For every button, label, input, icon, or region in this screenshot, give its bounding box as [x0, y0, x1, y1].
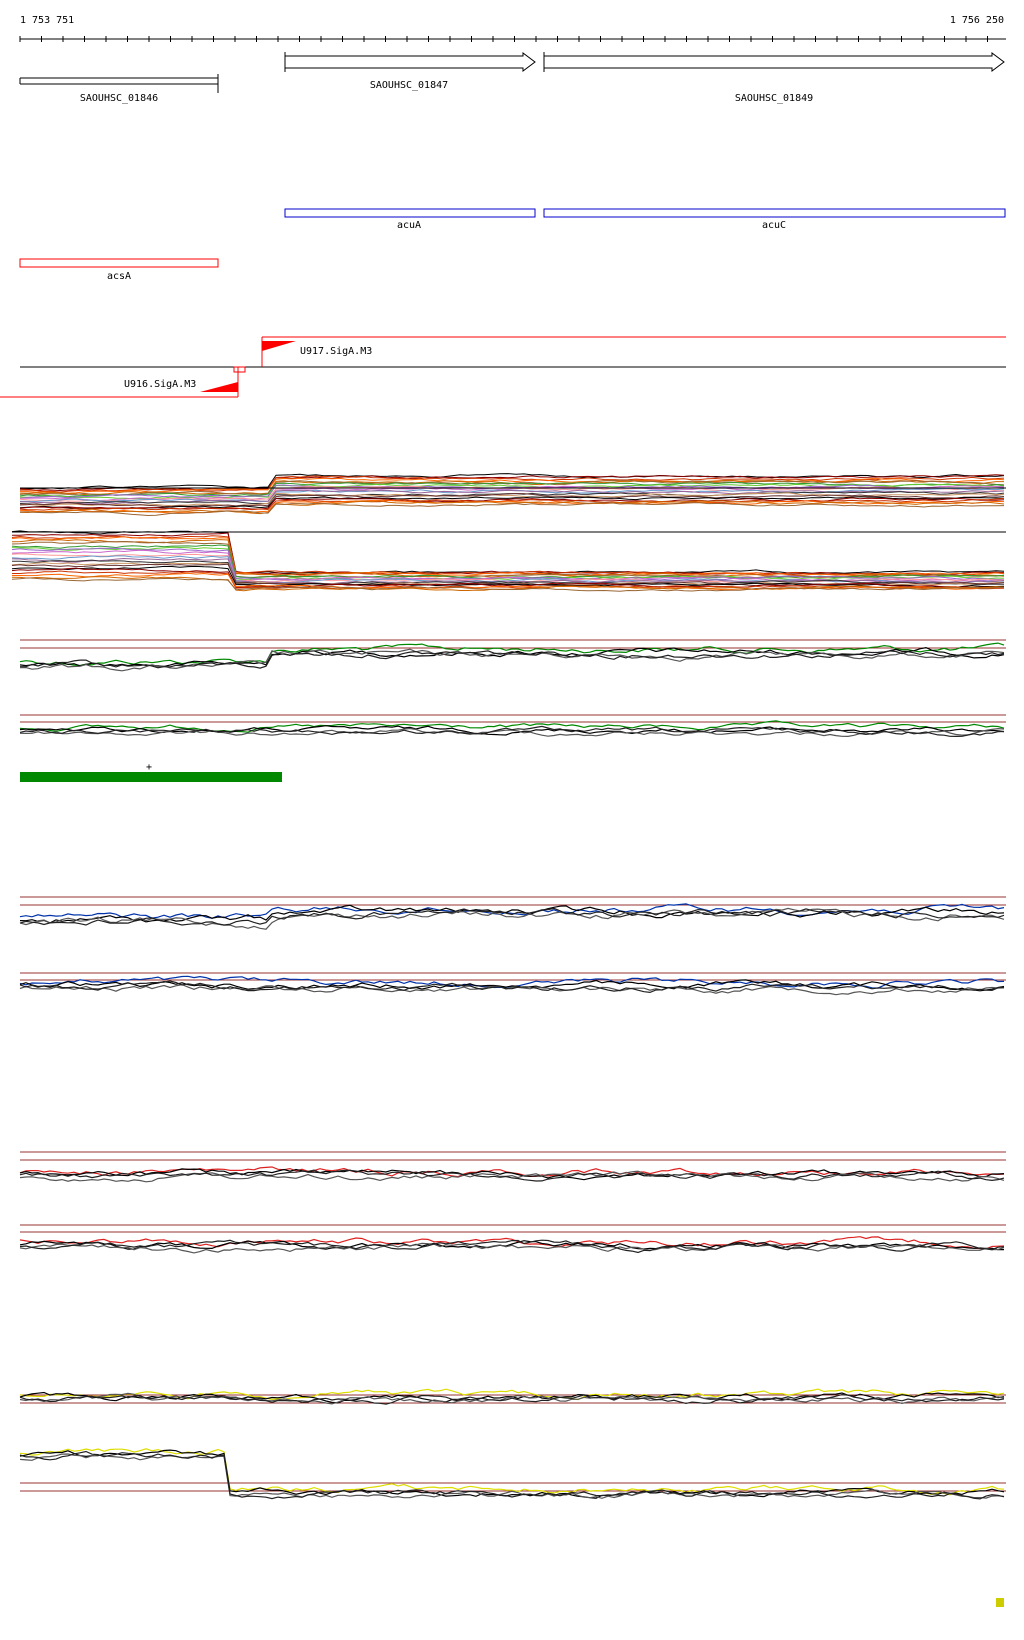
expression-track-red-minus	[19, 1224, 1006, 1254]
gene-label: SAOUHSC_01846	[80, 93, 158, 104]
transcript-U916[interactable]: U916.SigA.M3	[0, 366, 246, 398]
expression-track-green-plus	[19, 639, 1006, 672]
expression-track-red-plus	[19, 1151, 1006, 1183]
gene-SAOUHSC_01846[interactable]: SAOUHSC_01846	[19, 74, 219, 104]
gene-acsA[interactable]: acsA	[19, 258, 219, 282]
gene-SAOUHSC_01849[interactable]: SAOUHSC_01849	[543, 52, 1005, 104]
expression-track-green-minus	[19, 714, 1006, 738]
expression-track-multi-plus	[19, 473, 1006, 517]
gene-acuC[interactable]: acuC	[543, 208, 1006, 231]
gene-SAOUHSC_01847[interactable]: SAOUHSC_01847	[284, 52, 536, 91]
gene-label: SAOUHSC_01847	[370, 80, 448, 91]
expression-track-yellow-minus	[19, 1448, 1006, 1500]
expression-track-multi-minus	[11, 530, 1006, 592]
gene-label: acuA	[397, 220, 421, 231]
expression-track-blue-plus	[19, 896, 1006, 930]
transcript-label: U916.SigA.M3	[124, 379, 196, 390]
expression-track-yellow-plus	[19, 1388, 1006, 1405]
gene-label: acsA	[107, 271, 131, 282]
coordinate-end: 1 756 250	[950, 15, 1004, 26]
gene-acuA[interactable]: acuA	[284, 208, 536, 231]
corner-indicator	[996, 1598, 1004, 1607]
transcript-track: U917.SigA.M3 U916.SigA.M3	[0, 336, 1006, 398]
gene-label: acuC	[762, 220, 786, 231]
segment-bar[interactable]: +	[20, 762, 282, 782]
transcript-U917[interactable]: U917.SigA.M3	[261, 336, 1006, 367]
position-ruler	[19, 36, 1006, 42]
coordinate-start: 1 753 751	[20, 15, 74, 26]
gene-label: SAOUHSC_01849	[735, 93, 813, 104]
transcript-label: U917.SigA.M3	[300, 346, 372, 357]
segment-marker: +	[146, 762, 152, 773]
expression-track-blue-minus	[19, 972, 1006, 996]
